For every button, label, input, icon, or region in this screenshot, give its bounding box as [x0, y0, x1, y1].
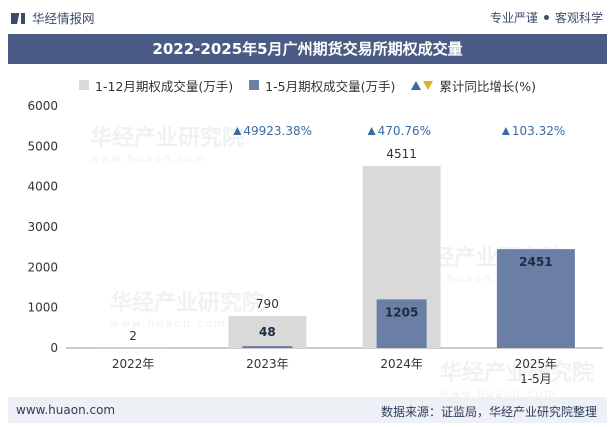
legend-item-growth: 累计同比增长(%) — [411, 76, 536, 95]
x-tick-label: 1-5月 — [520, 372, 552, 386]
top-bar: 华经情报网 专业严谨 客观科学 — [0, 0, 615, 34]
brand-name: 华经情报网 — [32, 11, 95, 26]
growth-triangle-icon — [367, 127, 376, 135]
brand-logo-icon — [11, 12, 25, 24]
legend-label-total: 1-12月期权成交量(万手) — [95, 78, 234, 94]
growth-label: 470.76% — [378, 124, 431, 138]
bar-partial — [242, 346, 293, 348]
legend-swatch-total — [79, 80, 90, 90]
data-label-total: 790 — [256, 297, 279, 311]
bar-partial — [496, 249, 575, 348]
growth-triangle-icon — [501, 127, 510, 135]
legend-label-partial: 1-5月期权成交量(万手) — [265, 78, 396, 94]
x-tick-label: 2023年 — [246, 357, 289, 371]
legend-label-growth: 累计同比增长(%) — [439, 78, 536, 94]
slogan-right: 客观科学 — [554, 11, 603, 25]
x-tick-label: 2024年 — [380, 357, 423, 371]
data-label-partial: 2451 — [519, 255, 552, 269]
y-tick-label: 2000 — [27, 260, 58, 274]
bar-partial — [376, 299, 427, 348]
x-tick-label: 2025年 — [515, 357, 558, 371]
data-label-partial: 1205 — [385, 305, 418, 319]
legend-item-total: 1-12月期权成交量(万手) — [79, 76, 233, 95]
legend-swatch-partial — [249, 80, 260, 90]
data-label-total: 4511 — [386, 147, 417, 161]
y-tick-label: 1000 — [27, 301, 58, 315]
brand: 华经情报网 — [10, 8, 95, 27]
y-tick-label: 3000 — [27, 220, 58, 234]
y-tick-label: 0 — [50, 341, 58, 355]
legend: 1-12月期权成交量(万手) 1-5月期权成交量(万手) 累计同比增长(%) — [0, 75, 615, 95]
y-tick-label: 5000 — [27, 139, 58, 153]
data-label-partial: 48 — [259, 325, 276, 339]
y-tick-label: 6000 — [27, 99, 58, 113]
growth-triangle-icon — [233, 127, 242, 135]
slogan-dot-icon — [543, 15, 549, 20]
slogan: 专业严谨 客观科学 — [490, 9, 603, 26]
slogan-left: 专业严谨 — [489, 11, 538, 25]
footer-url: www.huaon.com — [16, 403, 116, 417]
y-tick-label: 4000 — [27, 180, 58, 194]
chart-title: 2022-2025年5月广州期货交易所期权成交量 — [8, 34, 607, 64]
growth-label: 49923.38% — [243, 124, 312, 138]
footer-source: 数据来源：证监局，华经产业研究院整理 — [380, 405, 597, 419]
data-label-total: 2 — [129, 329, 137, 343]
growth-triangle-icon — [411, 80, 434, 90]
footer: www.huaon.com 数据来源：证监局，华经产业研究院整理 — [8, 397, 607, 423]
x-tick-label: 2022年 — [112, 357, 155, 371]
bar-total — [228, 316, 307, 348]
growth-label: 103.32% — [512, 124, 565, 138]
legend-item-partial: 1-5月期权成交量(万手) — [249, 76, 395, 95]
